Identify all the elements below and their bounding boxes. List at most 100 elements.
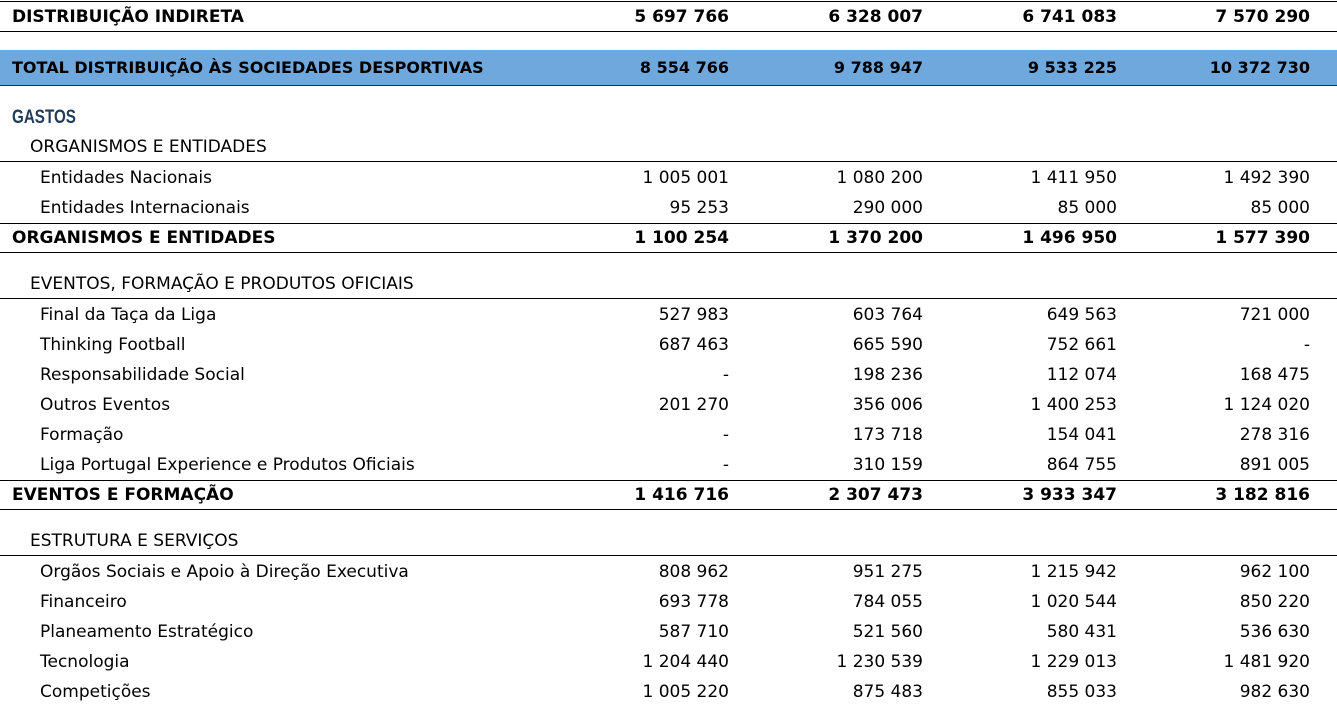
value-col-4: 1 492 390: [1223, 168, 1310, 188]
value-col-3: 752 661: [1046, 335, 1117, 355]
value-col-3: 864 755: [1046, 455, 1117, 475]
row-label: ORGANISMOS E ENTIDADES: [12, 228, 276, 248]
value-col-1: 1 416 716: [634, 485, 729, 505]
value-col-4: 278 316: [1239, 425, 1310, 445]
value-col-3: 855 033: [1046, 682, 1117, 702]
value-col-1: 687 463: [658, 335, 729, 355]
row-distribuicao-indireta: DISTRIBUIÇÃO INDIRETA 5 697 766 6 328 00…: [0, 2, 1337, 32]
value-col-4: 3 182 816: [1215, 485, 1310, 505]
row-label: Final da Taça da Liga: [40, 305, 217, 325]
row-label: Tecnologia: [40, 652, 130, 672]
value-col-2: 9 788 947: [833, 58, 923, 77]
value-col-2: 603 764: [852, 305, 923, 325]
table-row: Entidades Internacionais 95 253 290 000 …: [0, 193, 1337, 223]
row-label: Responsabilidade Social: [40, 365, 245, 385]
table-row: Competições 1 005 220 875 483 855 033 98…: [0, 677, 1337, 707]
value-col-1: 1 005 220: [642, 682, 729, 702]
category-header-organismos: ORGANISMOS E ENTIDADES: [0, 133, 1337, 162]
value-col-3: 1 411 950: [1030, 168, 1117, 188]
value-col-2: 521 560: [852, 622, 923, 642]
value-col-1: -: [722, 455, 729, 475]
value-col-3: 3 933 347: [1022, 485, 1117, 505]
value-col-3: 9 533 225: [1027, 58, 1117, 77]
value-col-2: 173 718: [852, 425, 923, 445]
table-row: Orgãos Sociais e Apoio à Direção Executi…: [0, 557, 1337, 587]
table-row: Outros Eventos 201 270 356 006 1 400 253…: [0, 390, 1337, 420]
row-label: DISTRIBUIÇÃO INDIRETA: [12, 6, 244, 27]
value-col-2: 1 080 200: [836, 168, 923, 188]
value-col-3: 649 563: [1046, 305, 1117, 325]
category-title: EVENTOS, FORMAÇÃO E PRODUTOS OFICIAIS: [30, 274, 414, 294]
value-col-4: 1 124 020: [1223, 395, 1310, 415]
value-col-4: 168 475: [1239, 365, 1310, 385]
value-col-2: 356 006: [852, 395, 923, 415]
row-label: Financeiro: [40, 592, 127, 612]
table-row: Financeiro 693 778 784 055 1 020 544 850…: [0, 587, 1337, 617]
value-col-3: 154 041: [1046, 425, 1117, 445]
value-col-1: 201 270: [658, 395, 729, 415]
table-row: Final da Taça da Liga 527 983 603 764 64…: [0, 300, 1337, 330]
table-row: Planeamento Estratégico 587 710 521 560 …: [0, 617, 1337, 647]
value-col-4: 891 005: [1239, 455, 1310, 475]
row-label: Entidades Internacionais: [40, 198, 250, 218]
value-col-3: 112 074: [1046, 365, 1117, 385]
value-col-2: 1 230 539: [836, 652, 923, 672]
value-col-1: -: [722, 425, 729, 445]
row-label: TOTAL DISTRIBUIÇÃO ÀS SOCIEDADES DESPORT…: [12, 58, 484, 77]
value-col-2: 6 328 007: [828, 6, 923, 27]
value-col-1: 693 778: [658, 592, 729, 612]
value-col-2: 198 236: [852, 365, 923, 385]
value-col-4: 1 481 920: [1223, 652, 1310, 672]
value-col-4: 7 570 290: [1215, 6, 1310, 27]
value-col-4: 850 220: [1239, 592, 1310, 612]
subtotal-row-eventos: EVENTOS E FORMAÇÃO 1 416 716 2 307 473 3…: [0, 480, 1337, 510]
value-col-3: 6 741 083: [1022, 6, 1117, 27]
row-label: EVENTOS E FORMAÇÃO: [12, 485, 234, 505]
value-col-1: 527 983: [658, 305, 729, 325]
value-col-1: 8 554 766: [639, 58, 729, 77]
subtotal-row-organismos: ORGANISMOS E ENTIDADES 1 100 254 1 370 2…: [0, 223, 1337, 253]
table-row: Formação - 173 718 154 041 278 316: [0, 420, 1337, 450]
value-col-2: 665 590: [852, 335, 923, 355]
category-header-estrutura: ESTRUTURA E SERVIÇOS: [0, 527, 1337, 556]
table-row: Thinking Football 687 463 665 590 752 66…: [0, 330, 1337, 360]
value-col-2: 875 483: [852, 682, 923, 702]
top-border: [0, 1, 1337, 2]
value-col-3: 1 229 013: [1030, 652, 1117, 672]
value-col-1: 95 253: [669, 198, 729, 218]
row-label: Competições: [40, 682, 151, 702]
value-col-3: 1 400 253: [1030, 395, 1117, 415]
value-col-2: 1 370 200: [828, 228, 923, 248]
row-label: Orgãos Sociais e Apoio à Direção Executi…: [40, 562, 409, 582]
value-col-4: 1 577 390: [1215, 228, 1310, 248]
section-title-gastos: GASTOS: [12, 107, 76, 128]
table-row: Tecnologia 1 204 440 1 230 539 1 229 013…: [0, 647, 1337, 677]
row-label: Outros Eventos: [40, 395, 171, 415]
value-col-3: 580 431: [1046, 622, 1117, 642]
value-col-1: 587 710: [658, 622, 729, 642]
value-col-1: 1 005 001: [642, 168, 729, 188]
value-col-1: 1 100 254: [634, 228, 729, 248]
row-label: Entidades Nacionais: [40, 168, 213, 188]
value-col-1: 1 204 440: [642, 652, 729, 672]
row-label: Planeamento Estratégico: [40, 622, 254, 642]
table-row: Responsabilidade Social - 198 236 112 07…: [0, 360, 1337, 390]
value-col-2: 2 307 473: [828, 485, 923, 505]
value-col-4: 10 372 730: [1209, 58, 1310, 77]
value-col-1: -: [722, 365, 729, 385]
value-col-4: 85 000: [1250, 198, 1310, 218]
category-title: ESTRUTURA E SERVIÇOS: [30, 531, 239, 551]
value-col-3: 1 020 544: [1030, 592, 1117, 612]
value-col-2: 290 000: [852, 198, 923, 218]
table-row: Liga Portugal Experience e Produtos Ofic…: [0, 450, 1337, 480]
category-title: ORGANISMOS E ENTIDADES: [30, 137, 267, 157]
value-col-2: 310 159: [852, 455, 923, 475]
value-col-2: 951 275: [852, 562, 923, 582]
row-label: Formação: [40, 425, 124, 445]
value-col-4: 982 630: [1239, 682, 1310, 702]
value-col-4: 962 100: [1239, 562, 1310, 582]
value-col-4: 536 630: [1239, 622, 1310, 642]
row-label: Thinking Football: [40, 335, 186, 355]
value-col-4: 721 000: [1239, 305, 1310, 325]
value-col-1: 5 697 766: [634, 6, 729, 27]
